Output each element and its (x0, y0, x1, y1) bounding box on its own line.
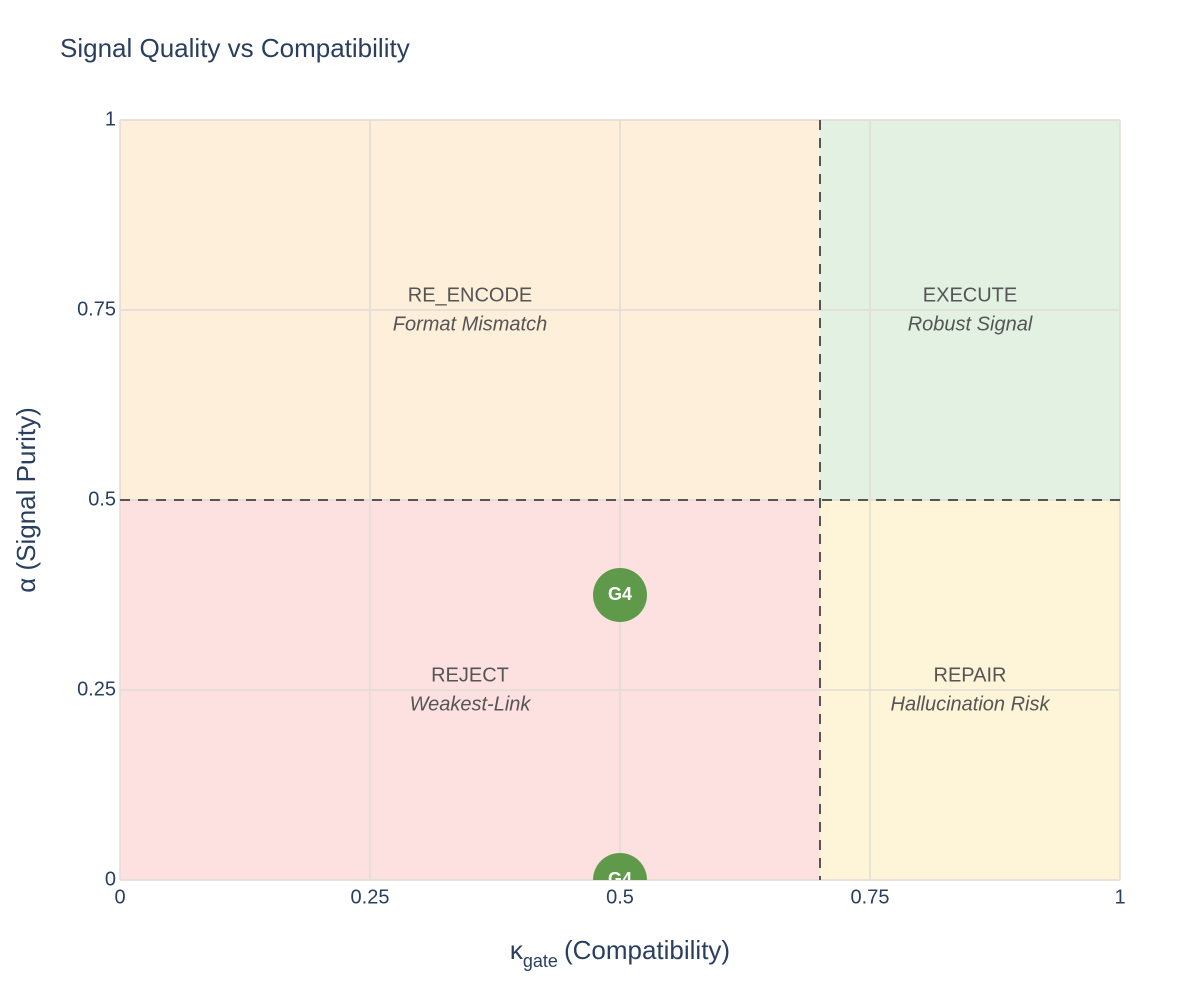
region-name: REPAIR (934, 664, 1007, 686)
y-axis-title: α (Signal Purity) (11, 407, 41, 593)
point (593, 853, 647, 880)
point-label: G4 (608, 869, 632, 889)
region-name: REJECT (431, 664, 509, 686)
x-tick-label: 1 (1114, 886, 1125, 908)
x-tick-label: 0.25 (351, 886, 390, 908)
points: G4 G4 (593, 568, 647, 889)
y-tick-label: 0.25 (77, 678, 116, 700)
x-axis-text: (Compatibility) (564, 935, 730, 965)
x-axis-symbol: κ (510, 935, 524, 965)
region-note: Hallucination Risk (891, 693, 1051, 715)
point (593, 568, 647, 622)
point-label: G4 (608, 584, 632, 604)
x-tick-label: 0.5 (606, 886, 634, 908)
region-note: Weakest-Link (410, 693, 532, 715)
plot-area (119, 119, 1121, 881)
x-axis-title: κgate (Compatibility) (510, 935, 730, 971)
chart-title: Signal Quality vs Compatibility (60, 33, 410, 63)
x-axis-subscript: gate (523, 951, 558, 971)
y-tick-label: 0.5 (88, 488, 116, 510)
region-name: RE_ENCODE (408, 284, 532, 306)
y-tick-label: 1 (105, 108, 116, 130)
y-tick-label: 0 (105, 868, 116, 890)
region-note: Format Mismatch (393, 313, 547, 335)
x-tick-label: 0 (114, 886, 125, 908)
x-tick-label: 0.75 (851, 886, 890, 908)
region-name: EXECUTE (923, 284, 1017, 306)
y-tick-label: 0.75 (77, 298, 116, 320)
region-note: Robust Signal (908, 313, 1033, 335)
